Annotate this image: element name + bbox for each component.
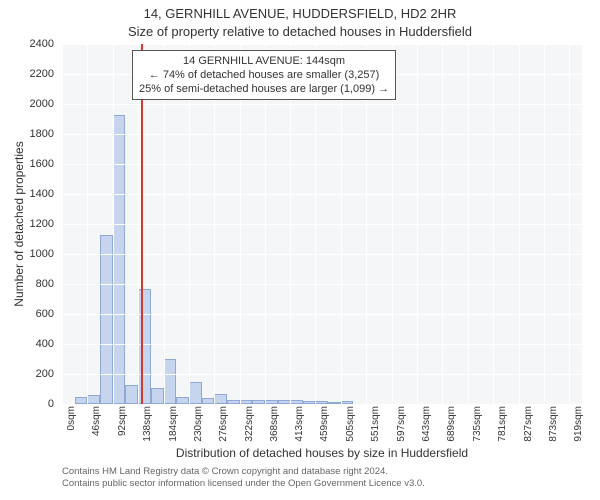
histogram-bar <box>189 382 202 405</box>
v-gridline <box>417 44 418 404</box>
v-gridline <box>113 44 114 404</box>
h-gridline <box>62 44 582 45</box>
chart-title-desc: Size of property relative to detached ho… <box>0 24 600 39</box>
x-tick-label: 322sqm <box>244 406 255 446</box>
y-tick-label: 2400 <box>0 39 58 49</box>
y-tick-label: 1800 <box>0 129 58 139</box>
annotation-box: 14 GERNHILL AVENUE: 144sqm ← 74% of deta… <box>132 50 396 100</box>
x-tick-label: 781sqm <box>497 406 508 446</box>
annotation-line-2: ← 74% of detached houses are smaller (3,… <box>139 68 389 82</box>
y-tick-label: 800 <box>0 279 58 289</box>
attribution-line-2: Contains public sector information licen… <box>62 478 582 490</box>
h-gridline <box>62 224 582 225</box>
v-gridline <box>493 44 494 404</box>
h-gridline <box>62 104 582 105</box>
x-tick-label: 735sqm <box>472 406 483 446</box>
x-tick-label: 92sqm <box>117 406 128 446</box>
histogram-bar <box>214 394 227 405</box>
x-tick-label: 276sqm <box>218 406 229 446</box>
histogram-bar <box>113 115 126 405</box>
x-tick-label: 368sqm <box>269 406 280 446</box>
v-gridline <box>519 44 520 404</box>
v-gridline <box>468 44 469 404</box>
y-tick-label: 1400 <box>0 189 58 199</box>
h-gridline <box>62 314 582 315</box>
x-tick-label: 643sqm <box>421 406 432 446</box>
y-tick-label: 1000 <box>0 249 58 259</box>
v-gridline <box>62 44 63 404</box>
histogram-bar <box>176 397 189 405</box>
h-gridline <box>62 134 582 135</box>
x-tick-label: 919sqm <box>573 406 584 446</box>
x-tick-label: 138sqm <box>142 406 153 446</box>
x-tick-label: 0sqm <box>66 406 77 446</box>
v-gridline <box>442 44 443 404</box>
y-tick-label: 400 <box>0 339 58 349</box>
x-tick-label: 689sqm <box>446 406 457 446</box>
chart-container: 14, GERNHILL AVENUE, HUDDERSFIELD, HD2 2… <box>0 0 600 500</box>
y-tick-label: 1200 <box>0 219 58 229</box>
y-tick-label: 2200 <box>0 69 58 79</box>
h-gridline <box>62 344 582 345</box>
histogram-bar <box>87 395 100 404</box>
chart-title-address: 14, GERNHILL AVENUE, HUDDERSFIELD, HD2 2… <box>0 6 600 21</box>
y-axis-ticks: 0200400600800100012001400160018002000220… <box>0 44 58 404</box>
y-tick-label: 0 <box>0 399 58 409</box>
attribution-line-1: Contains HM Land Registry data © Crown c… <box>62 466 582 478</box>
histogram-bar <box>151 388 164 405</box>
y-tick-label: 1600 <box>0 159 58 169</box>
x-tick-label: 184sqm <box>168 406 179 446</box>
x-tick-label: 827sqm <box>523 406 534 446</box>
y-tick-label: 600 <box>0 309 58 319</box>
y-tick-label: 2000 <box>0 99 58 109</box>
x-tick-label: 505sqm <box>345 406 356 446</box>
annotation-line-3: 25% of semi-detached houses are larger (… <box>139 82 389 96</box>
x-tick-label: 46sqm <box>91 406 102 446</box>
h-gridline <box>62 164 582 165</box>
histogram-bar <box>100 235 113 405</box>
x-tick-label: 597sqm <box>396 406 407 446</box>
x-axis-ticks: 0sqm 46sqm 92sqm 138sqm 184sqm 230sqm 276sqm 32… <box>62 406 582 446</box>
x-tick-label: 551sqm <box>370 406 381 446</box>
histogram-bar <box>75 397 88 405</box>
histogram-bar <box>138 289 151 405</box>
h-gridline <box>62 374 582 375</box>
h-gridline <box>62 254 582 255</box>
h-gridline <box>62 404 582 405</box>
x-tick-label: 413sqm <box>294 406 305 446</box>
plot-area: 14 GERNHILL AVENUE: 144sqm ← 74% of deta… <box>62 44 582 404</box>
x-tick-label: 873sqm <box>548 406 559 446</box>
histogram-bar <box>125 385 138 405</box>
h-gridline <box>62 284 582 285</box>
annotation-line-1: 14 GERNHILL AVENUE: 144sqm <box>139 54 389 68</box>
h-gridline <box>62 194 582 195</box>
histogram-bar <box>164 359 177 404</box>
y-tick-label: 200 <box>0 369 58 379</box>
x-tick-label: 230sqm <box>193 406 204 446</box>
attribution-text: Contains HM Land Registry data © Crown c… <box>62 466 582 490</box>
v-gridline <box>87 44 88 404</box>
v-gridline <box>569 44 570 404</box>
x-axis-label: Distribution of detached houses by size … <box>62 446 582 460</box>
x-tick-label: 459sqm <box>319 406 330 446</box>
v-gridline <box>544 44 545 404</box>
